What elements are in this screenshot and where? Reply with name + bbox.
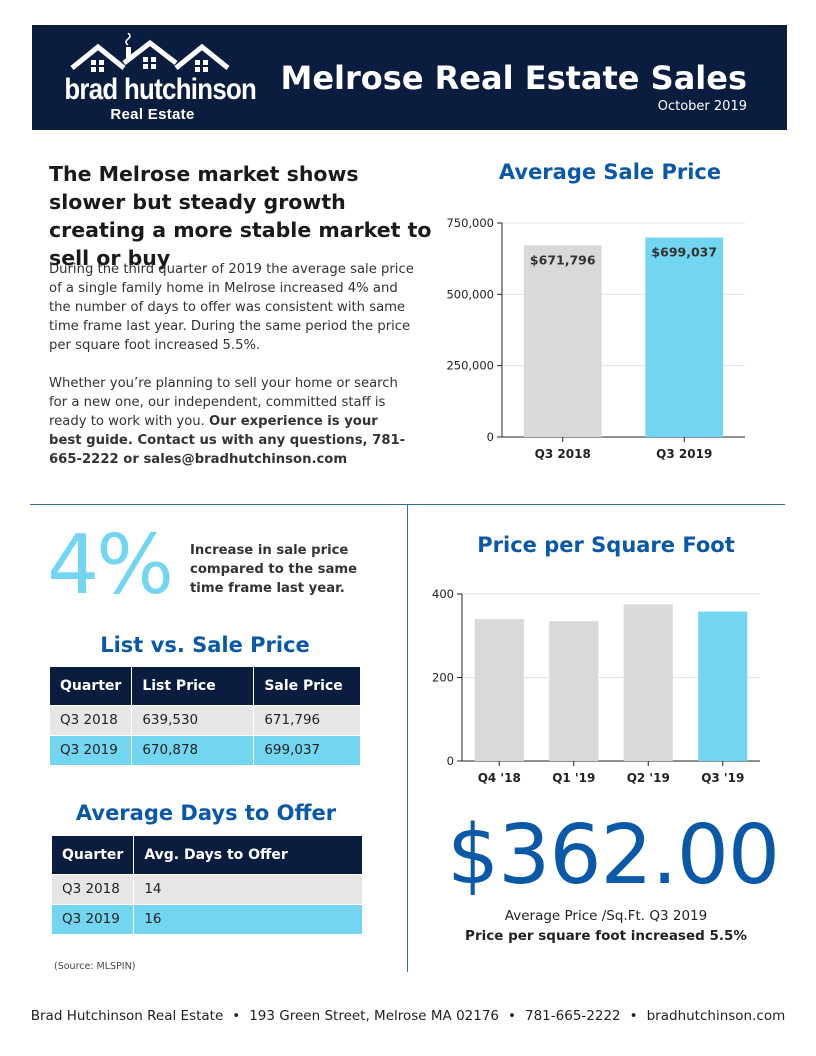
table-header-row: Quarter List Price Sale Price <box>50 667 361 705</box>
price-per-sqft-increase-note: Price per square foot increased 5.5% <box>465 928 747 944</box>
x-tick-label: Q3 '19 <box>701 771 744 785</box>
table-cell: 670,878 <box>131 734 255 765</box>
column-header: Quarter <box>50 667 133 705</box>
data-label: $671,796 <box>530 252 596 267</box>
footer: Brad Hutchinson Real Estate • 193 Green St… <box>0 1008 816 1024</box>
bar <box>645 237 724 437</box>
price-per-sqft-title: Price per Square Foot <box>477 533 735 557</box>
table-cell: 671,796 <box>253 704 361 735</box>
avg-sale-price-chart: 0 250,000 500,000 750,000 Q3 2018 $671,796 Q3 … <box>446 216 745 461</box>
y-tick-label: 250,000 <box>446 359 494 373</box>
table-cell: 699,037 <box>253 734 361 765</box>
intro-text: During the third quarter of 2019 the ave… <box>49 260 414 488</box>
bar <box>623 604 673 761</box>
y-tick-label: 400 <box>432 587 454 601</box>
footer-company: Brad Hutchinson Real Estate <box>30 1008 224 1024</box>
table-row: Q3 2019 670,878 699,037 <box>50 734 361 765</box>
house-roofs-icon <box>70 33 230 72</box>
report-date: October 2019 <box>657 99 747 114</box>
table-cell: Q3 2019 <box>50 734 133 765</box>
header-banner: brad hutchinson Real Estate Melrose Real… <box>32 25 787 130</box>
column-header: Sale Price <box>253 667 361 705</box>
footer-website: bradhutchinson.com <box>646 1008 786 1024</box>
x-tick-label: Q3 2019 <box>656 447 712 461</box>
column-header: Quarter <box>52 836 135 874</box>
footer-separator: • <box>508 1008 516 1024</box>
bar <box>474 619 524 761</box>
table-row: Q3 2018 639,530 671,796 <box>50 704 361 735</box>
table-cell: 14 <box>133 873 363 904</box>
table-cell: 16 <box>133 903 363 934</box>
bar <box>523 245 602 437</box>
footer-phone: 781-665-2222 <box>525 1008 621 1024</box>
avg-sale-price-title: Average Sale Price <box>498 160 722 184</box>
table-row: Q3 2019 16 <box>52 903 363 934</box>
table-cell: 639,530 <box>131 704 255 735</box>
column-header: Avg. Days to Offer <box>133 836 363 874</box>
logo-wordmark: brad hutchinson <box>64 73 257 106</box>
increase-percent-stat: 4% <box>47 518 174 613</box>
footer-separator: • <box>232 1008 241 1024</box>
y-tick-label: 0 <box>447 754 454 768</box>
column-header: List Price <box>131 667 255 705</box>
table-cell: Q3 2018 <box>52 873 135 904</box>
bar <box>698 611 748 761</box>
x-tick-label: Q4 '18 <box>478 771 521 785</box>
bar <box>549 621 599 761</box>
company-logo: brad hutchinson Real Estate <box>50 33 260 125</box>
intro-contact-text: Our experience is your best guide. Conta… <box>49 414 406 467</box>
intro-paragraph-2-plain: Whether you’re planning to sell your hom… <box>49 376 398 429</box>
y-tick-label: 200 <box>432 671 454 685</box>
x-tick-label: Q2 '19 <box>627 771 670 785</box>
list-vs-sale-title: List vs. Sale Price <box>100 633 310 657</box>
days-to-offer-table: Quarter Avg. Days to Offer Q3 2018 14 Q3… <box>52 836 363 934</box>
intro-paragraph-2: Whether you’re planning to sell your hom… <box>49 374 414 469</box>
section-divider-vertical <box>407 505 408 972</box>
table-row: Q3 2018 14 <box>52 873 363 904</box>
page-title: Melrose Real Estate Sales <box>280 59 747 97</box>
days-to-offer-title: Average Days to Offer <box>75 801 337 825</box>
logo-subtitle: Real Estate <box>110 106 195 123</box>
price-per-sqft-chart: 0 200 400 Q4 '18 Q1 '19 Q2 '19 Q3 '19 <box>432 587 760 785</box>
x-tick-label: Q1 '19 <box>552 771 595 785</box>
increase-percent-note: Increase in sale price compared to the s… <box>190 543 358 596</box>
table-header-row: Quarter Avg. Days to Offer <box>52 836 363 874</box>
list-vs-sale-table: Quarter List Price Sale Price Q3 2018 63… <box>50 667 361 765</box>
source-note: (Source: MLSPIN) <box>54 961 136 972</box>
y-tick-label: 750,000 <box>446 216 494 230</box>
y-tick-label: 500,000 <box>446 287 494 301</box>
table-cell: Q3 2018 <box>50 704 133 735</box>
intro-paragraph-1: During the third quarter of 2019 the ave… <box>49 262 414 353</box>
avg-price-per-sqft-caption: Average Price /Sq.Ft. Q3 2019 <box>504 908 708 924</box>
headline: The Melrose market shows slower but stea… <box>49 162 432 270</box>
x-tick-label: Q3 2018 <box>535 447 591 461</box>
section-divider-horizontal <box>30 504 785 505</box>
footer-address: 193 Green Street, Melrose MA 02176 <box>249 1008 500 1024</box>
avg-price-per-sqft-stat: $362.00 <box>447 808 780 903</box>
data-label: $699,037 <box>651 245 717 260</box>
table-cell: Q3 2019 <box>52 903 135 934</box>
y-tick-label: 0 <box>487 430 494 444</box>
footer-separator: • <box>629 1008 638 1024</box>
